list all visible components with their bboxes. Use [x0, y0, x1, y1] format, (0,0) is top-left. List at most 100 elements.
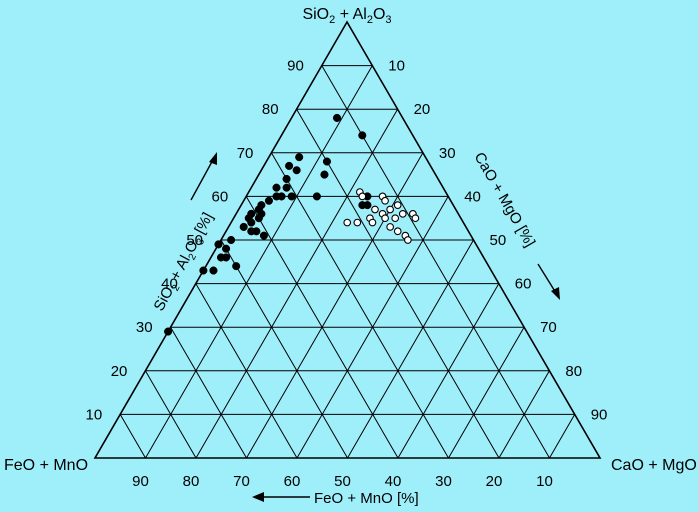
open-data-point [343, 218, 352, 227]
bottom-axis-arrow-icon [252, 492, 310, 502]
left-tick-label: 70 [237, 145, 254, 162]
left-tick-label: 10 [86, 406, 103, 423]
filled-data-point [277, 192, 286, 201]
vertex-label-left: FeO + MnO [4, 457, 88, 474]
left-tick-label: 30 [136, 319, 153, 336]
open-data-point [404, 236, 412, 244]
bottom-tick-label: 30 [435, 473, 452, 490]
bottom-tick-label: 40 [385, 473, 402, 490]
open-data-point [381, 196, 389, 205]
grid-line [321, 65, 550, 459]
grid-line [549, 414, 576, 459]
open-data-point [371, 205, 379, 214]
grid-line [195, 283, 298, 459]
bottom-tick-label: 70 [233, 473, 250, 490]
grid-line [448, 326, 525, 459]
filled-data-point [358, 201, 367, 210]
right-tick-label: 30 [439, 145, 456, 162]
left-tick-label: 50 [186, 232, 203, 249]
right-tick-label: 60 [515, 276, 532, 293]
open-data-point [368, 218, 377, 227]
right-tick-label: 10 [388, 58, 405, 75]
open-data-point [393, 227, 402, 236]
filled-data-point [332, 113, 342, 122]
left-tick-labels: 90 80 70 60 50 40 30 20 10 [86, 58, 304, 424]
right-tick-label: 70 [540, 319, 557, 336]
grid-line [347, 239, 474, 459]
grid-line [119, 414, 146, 459]
vertex-label-top: SiO2 + Al2O3 [302, 6, 391, 26]
filled-data-point [282, 174, 291, 184]
grid-line [246, 152, 424, 459]
right-tick-labels: 10 20 30 40 50 60 70 80 90 [388, 58, 607, 424]
bottom-tick-labels: 90 80 70 60 50 40 30 20 10 [132, 473, 553, 490]
open-data-point [358, 192, 367, 201]
bottom-tick-label: 60 [284, 473, 301, 490]
open-data-point [386, 205, 394, 214]
grid-line [144, 370, 197, 459]
filled-data-point [358, 131, 367, 140]
right-tick-label: 80 [565, 363, 582, 380]
right-tick-label: 20 [414, 101, 431, 118]
filled-data-point [227, 235, 236, 245]
ternary-grid [119, 65, 576, 459]
filled-data-point [285, 161, 294, 170]
left-tick-label: 20 [111, 363, 128, 380]
open-data-point [381, 214, 389, 223]
open-data-point [393, 201, 402, 209]
filled-data-point [272, 183, 281, 192]
left-tick-label: 60 [212, 188, 229, 205]
right-axis-arrow-icon [537, 263, 560, 300]
grid-line [145, 65, 373, 459]
bottom-tick-label: 90 [132, 473, 149, 490]
filled-data-point [295, 153, 304, 162]
filled-data-point [322, 157, 332, 166]
left-tick-label: 80 [262, 101, 279, 118]
grid-line [170, 326, 247, 459]
open-data-point [391, 214, 400, 223]
filled-data-point [264, 196, 273, 205]
filled-data-point [312, 192, 321, 201]
left-tick-label: 90 [287, 58, 304, 75]
right-tick-label: 40 [464, 188, 481, 205]
grid-line [220, 239, 348, 459]
left-tick-label: 40 [161, 276, 178, 293]
filled-data-point [292, 166, 301, 175]
grid-line [270, 152, 449, 459]
filled-data-point [209, 266, 218, 275]
bottom-tick-label: 80 [183, 473, 200, 490]
open-data-point [386, 223, 395, 231]
bottom-tick-label: 50 [334, 473, 351, 490]
ternary-frame [93, 20, 602, 459]
vertex-label-right: CaO + MgO [611, 457, 697, 474]
filled-data-point [282, 183, 291, 192]
bottom-axis-title: FeO + MnO [%] [314, 490, 419, 507]
filled-data-point [214, 240, 223, 249]
filled-data-point [320, 170, 329, 179]
grid-line [498, 370, 550, 459]
bottom-tick-label: 10 [536, 473, 553, 490]
open-data-point [398, 209, 407, 218]
grid-line [397, 283, 500, 459]
bottom-tick-label: 20 [486, 473, 503, 490]
filled-data-point [252, 227, 261, 236]
filled-data-point [259, 231, 268, 240]
filled-data-point [232, 262, 241, 271]
filled-data-point [222, 244, 231, 253]
filled-data-point [247, 218, 256, 227]
filled-data-point [239, 222, 248, 231]
left-axis-arrow-icon [190, 152, 217, 201]
svg-text:SiO2 + Al2O3 [%]: SiO2 + Al2O3 [%] [151, 210, 220, 315]
open-data-point [353, 218, 362, 227]
data-points [164, 113, 420, 336]
filled-data-point [199, 266, 208, 275]
filled-data-point [287, 192, 296, 201]
filled-data-point [254, 214, 263, 223]
right-tick-label: 50 [490, 232, 507, 249]
right-tick-label: 90 [591, 406, 608, 423]
filled-data-point [222, 253, 231, 262]
filled-data-point [164, 327, 173, 336]
open-data-point [411, 214, 420, 223]
left-axis-title: SiO2 + Al2O3 [%] [151, 210, 220, 315]
